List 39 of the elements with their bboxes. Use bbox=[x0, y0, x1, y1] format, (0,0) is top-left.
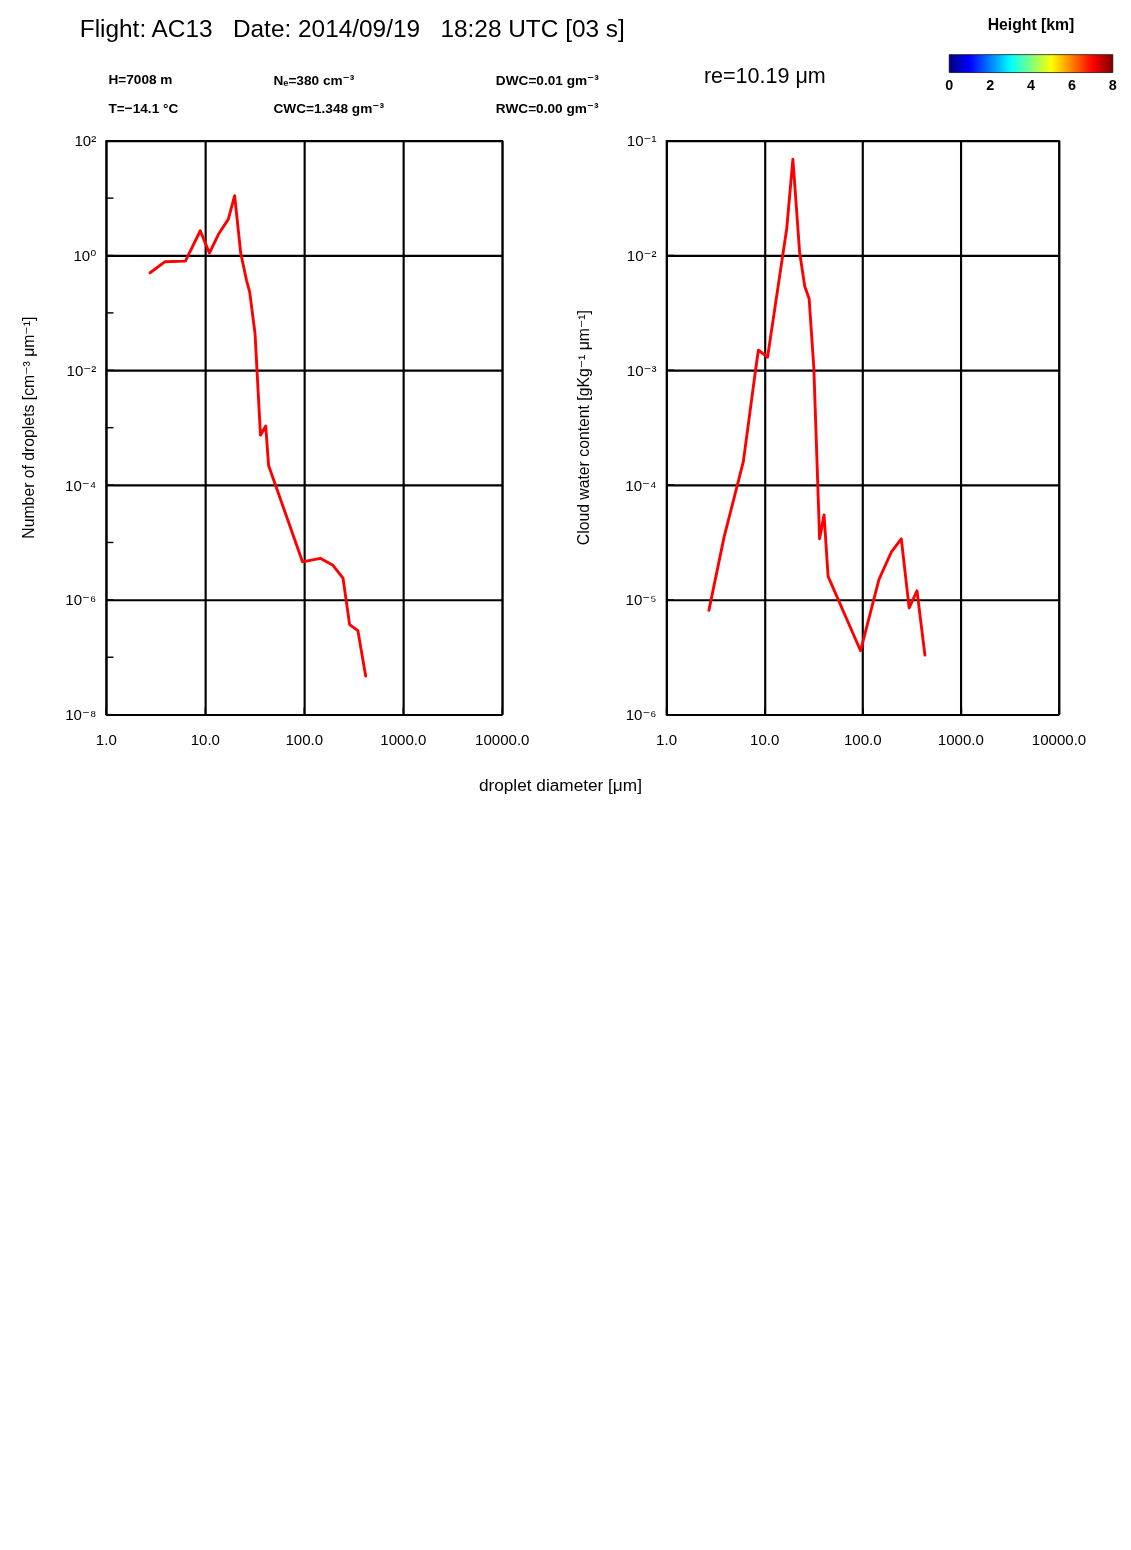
y-axis-title: Cloud water content [gKg⁻¹ μm⁻¹] bbox=[574, 310, 592, 546]
color-bar-label: 0 bbox=[945, 77, 954, 94]
text: Nₑ=380 cm⁻³ bbox=[273, 71, 355, 89]
color-bar-label: 2 bbox=[986, 77, 995, 94]
x-tick-label: 10000.0 bbox=[475, 730, 530, 748]
x-tick-label: 100.0 bbox=[843, 730, 882, 748]
y-tick-label: 10⁻⁵ bbox=[625, 591, 657, 609]
text: DWC=0.01 gm⁻³ bbox=[495, 71, 599, 89]
y-tick-label: 10⁻⁴ bbox=[65, 476, 97, 494]
chart-title: Flight: AC13 Date: 2014/09/19 18:28 UTC [03 s] bbox=[79, 15, 625, 44]
y-tick-label: 10² bbox=[74, 132, 97, 150]
x-tick-label: 10.0 bbox=[190, 730, 220, 748]
text: T=−14.1 °C bbox=[108, 100, 179, 117]
y-tick-label: 10⁻⁸ bbox=[65, 706, 97, 724]
y-tick-label: 10⁻⁶ bbox=[65, 591, 97, 609]
text: RWC=0.00 gm⁻³ bbox=[495, 100, 599, 118]
x-tick-label: 1.0 bbox=[656, 730, 678, 748]
x-axis-title: droplet diameter [μm] bbox=[478, 775, 642, 796]
color-bar-label: 6 bbox=[1067, 77, 1076, 94]
y-axis-title: Number of droplets [cm⁻³ μm⁻¹] bbox=[19, 316, 37, 539]
color-bar-label: 8 bbox=[1108, 77, 1117, 94]
x-tick-label: 1000.0 bbox=[937, 730, 984, 748]
x-tick-label: 1.0 bbox=[95, 730, 117, 748]
text: CWC=1.348 gm⁻³ bbox=[273, 100, 385, 118]
text: re=10.19 μm bbox=[703, 63, 826, 88]
color-bar-label: 4 bbox=[1027, 77, 1036, 94]
text: H=7008 m bbox=[108, 71, 173, 88]
x-tick-label: 100.0 bbox=[285, 730, 324, 748]
y-tick-label: 10⁰ bbox=[73, 247, 97, 264]
x-tick-label: 1000.0 bbox=[380, 730, 427, 748]
y-tick-label: 10⁻² bbox=[626, 247, 657, 264]
y-tick-label: 10⁻³ bbox=[626, 361, 657, 379]
x-tick-label: 10.0 bbox=[750, 730, 780, 748]
color-bar-title: Height [km] bbox=[987, 16, 1075, 33]
y-tick-label: 10⁻² bbox=[66, 361, 97, 379]
y-tick-label: 10⁻¹ bbox=[626, 132, 657, 150]
y-tick-label: 10⁻⁴ bbox=[625, 476, 657, 494]
y-tick-label: 10⁻⁶ bbox=[625, 706, 657, 724]
x-tick-label: 10000.0 bbox=[1031, 730, 1087, 748]
